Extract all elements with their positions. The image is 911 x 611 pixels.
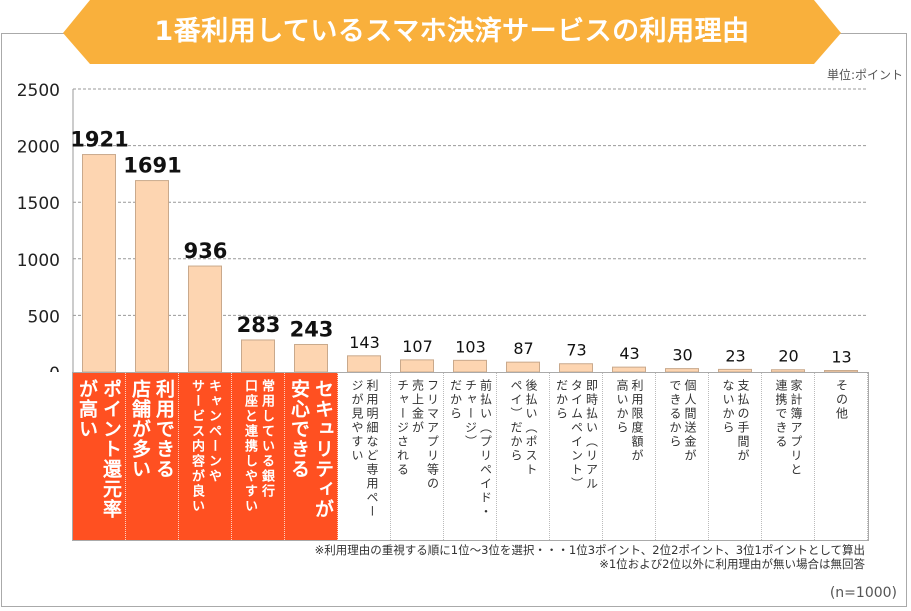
category-label-text: ポイント還元率 が高い — [76, 379, 122, 519]
banner-shape — [63, 0, 841, 64]
title-banner: 1番利用しているスマホ決済サービスの利用理由 — [63, 0, 841, 64]
category-label: 個人間送金が できるから — [656, 373, 709, 540]
data-label: 20 — [778, 347, 798, 366]
data-label: 73 — [566, 341, 586, 360]
bar — [82, 154, 116, 372]
data-label: 23 — [725, 346, 745, 365]
category-label: 利用明細など専用ペー ジが見やすい — [338, 373, 391, 540]
data-label: 1921 — [70, 128, 128, 152]
category-labels-border — [72, 372, 869, 541]
bar — [294, 343, 328, 372]
category-label-text: 即時払い（リアル タイムペイント） だから — [554, 379, 599, 491]
bar — [559, 363, 593, 372]
category-label-text: 支払の手間が ないから — [721, 379, 750, 463]
category-label-text: 前払い（プリペイド・ チャージ） だから — [448, 379, 493, 519]
category-label-text: フリマアプリ等の 売上金が チャージされる — [395, 379, 440, 491]
unit-label: 単位:ポイント — [826, 68, 903, 82]
y-tick-label: 500 — [28, 307, 60, 327]
data-label: 103 — [455, 337, 486, 356]
data-label: 936 — [184, 239, 228, 263]
category-label: 前払い（プリペイド・ チャージ） だから — [444, 373, 497, 540]
category-label-text: セキュリティが 安心できる — [288, 379, 334, 519]
category-label: セキュリティが 安心できる — [285, 373, 338, 540]
category-label-text: 後払い（ポスト ペイ）だから — [509, 379, 538, 477]
category-label: 利用できる 店舗が多い — [126, 373, 179, 540]
category-label-text: 個人間送金が できるから — [668, 379, 697, 463]
y-tick-label: 1000 — [17, 251, 60, 271]
y-tick-label: 2500 — [17, 81, 60, 101]
data-label: 30 — [672, 346, 692, 365]
category-label: キャンペーンや サービス内容が良い — [179, 373, 232, 540]
bar — [135, 180, 169, 372]
data-label: 143 — [349, 333, 380, 352]
category-label: その他 — [815, 373, 868, 540]
data-label: 43 — [619, 344, 639, 363]
category-label-text: 利用限度額が 高いから — [615, 379, 644, 463]
data-label: 283 — [237, 313, 281, 337]
category-label: フリマアプリ等の 売上金が チャージされる — [391, 373, 444, 540]
y-tick-label: 2000 — [17, 138, 60, 158]
bar — [188, 265, 222, 372]
data-label: 107 — [402, 337, 433, 356]
category-label-text: キャンペーンや サービス内容が良い — [189, 379, 221, 514]
category-label: 後払い（ポスト ペイ）だから — [497, 373, 550, 540]
bar — [453, 359, 487, 372]
bar — [241, 339, 275, 372]
data-label: 243 — [290, 317, 334, 341]
category-label-text: 常用している銀行 口座と連携しやすい — [242, 379, 274, 514]
bar — [824, 370, 858, 372]
category-label-text: 利用できる 店舗が多い — [129, 379, 175, 479]
category-label: ポイント還元率 が高い — [73, 373, 126, 540]
bar — [665, 368, 699, 372]
category-label: 常用している銀行 口座と連携しやすい — [232, 373, 285, 540]
chart-title: 1番利用しているスマホ決済サービスの利用理由 — [154, 16, 750, 47]
y-tick-label: 0 — [49, 364, 60, 372]
category-label-text: 家計簿アプリと 連携できる — [774, 379, 803, 477]
category-label-text: 利用明細など専用ペー ジが見やすい — [350, 379, 379, 519]
data-label: 13 — [831, 348, 851, 367]
y-tick-label: 1500 — [17, 194, 60, 214]
category-label: 即時払い（リアル タイムペイント） だから — [550, 373, 603, 540]
bar — [400, 359, 434, 372]
note-no-answer: ※1位および2位以外に利用理由が無い場合は無回答 — [599, 557, 865, 571]
category-label: 家計簿アプリと 連携できる — [762, 373, 815, 540]
note-scoring: ※利用理由の重視する順に1位～3位を選択・・・1位3ポイント、2位2ポイント、3… — [314, 543, 865, 557]
bar — [347, 355, 381, 372]
bar — [506, 361, 540, 372]
category-label: 利用限度額が 高いから — [603, 373, 656, 540]
sample-size: (n=1000) — [829, 585, 897, 601]
data-label: 87 — [513, 339, 533, 358]
category-label: 支払の手間が ないから — [709, 373, 762, 540]
data-label: 1691 — [123, 154, 181, 178]
category-label-text: その他 — [834, 379, 849, 421]
